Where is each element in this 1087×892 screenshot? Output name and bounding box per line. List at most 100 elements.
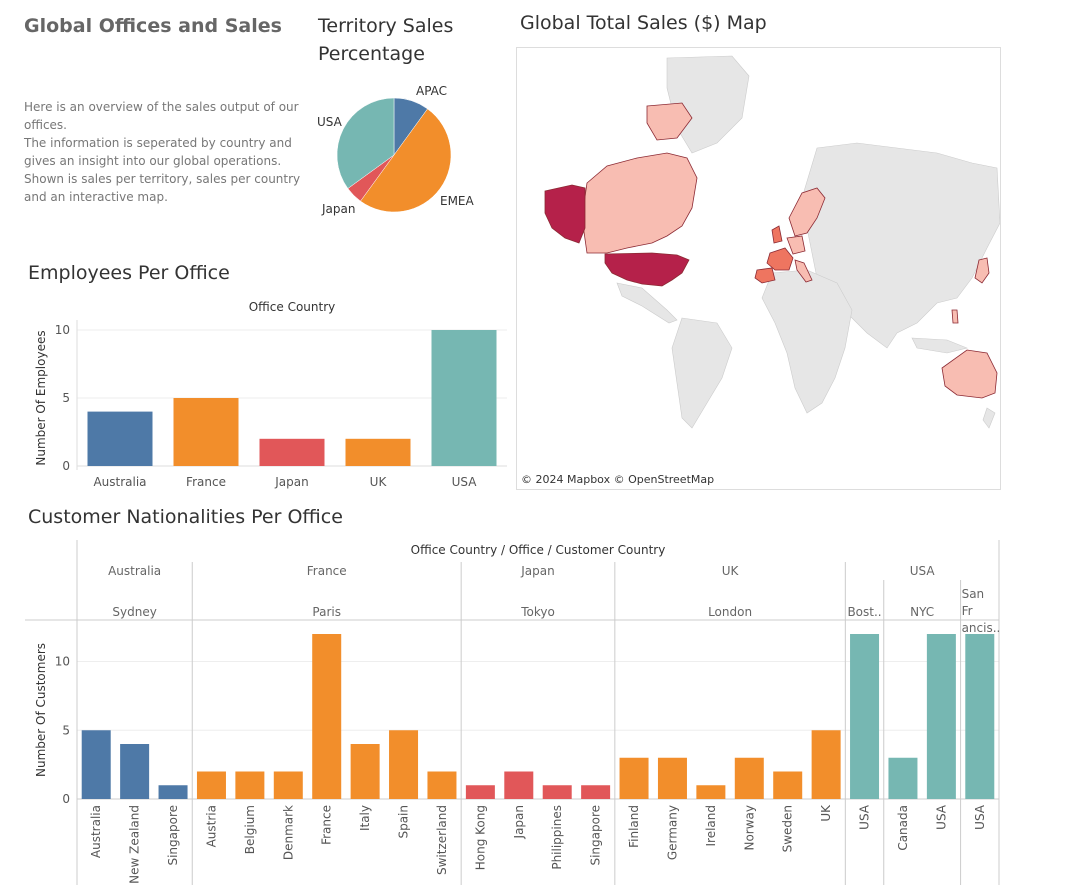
map-land-indonesia xyxy=(911,337,968,354)
customers-bar[interactable] xyxy=(696,785,726,799)
customers-x-tick: Norway xyxy=(742,805,756,851)
customers-office-header: NYC xyxy=(910,605,934,619)
employees-x-tick: France xyxy=(186,475,226,489)
intro-line: and an interactive map. xyxy=(24,190,168,204)
customers-office-header: London xyxy=(708,605,752,619)
employees-x-tick: Australia xyxy=(93,475,146,489)
pie-title-line: Territory Sales xyxy=(318,15,454,37)
customers-bar[interactable] xyxy=(350,744,380,799)
customers-bar[interactable] xyxy=(158,785,188,799)
customers-office-header: ancis.. xyxy=(962,621,1001,635)
customers-bar[interactable] xyxy=(312,634,342,799)
customers-x-tick: Denmark xyxy=(281,805,295,860)
intro-line: gives an insight into our global operati… xyxy=(24,154,282,168)
customers-x-tick: Sweden xyxy=(781,805,795,852)
customers-bar[interactable] xyxy=(465,785,495,799)
map-country-france[interactable] xyxy=(766,247,794,271)
intro-line: The information is seperated by country … xyxy=(24,136,292,150)
customers-office-header: Bost.. xyxy=(847,605,881,619)
customers-office-header: San xyxy=(962,587,985,601)
customers-bar[interactable] xyxy=(581,785,611,799)
map-country-uk[interactable] xyxy=(771,225,783,244)
employees-bar-australia[interactable] xyxy=(87,411,153,466)
customers-bar[interactable] xyxy=(120,744,150,799)
pie-slice-emea[interactable] xyxy=(360,108,452,213)
customers-bar[interactable] xyxy=(504,771,534,800)
world-map[interactable] xyxy=(517,48,1000,489)
intro-text: Here is an overview of the sales output … xyxy=(24,98,301,206)
customers-office-header: Tokyo xyxy=(520,605,555,619)
customers-bar-chart[interactable]: Office Country / Office / Customer Count… xyxy=(0,530,1010,885)
employees-x-tick: USA xyxy=(452,475,478,489)
customers-bar[interactable] xyxy=(273,771,303,800)
customers-bar[interactable] xyxy=(542,785,572,799)
map-country-japan[interactable] xyxy=(974,257,990,284)
map-country-usa[interactable] xyxy=(604,252,690,287)
customers-office-header: Fr xyxy=(962,604,973,618)
pie-slice-usa[interactable] xyxy=(336,97,395,189)
map-country-spain[interactable] xyxy=(754,267,776,284)
customers-bar[interactable] xyxy=(850,634,880,799)
map-country-nordics[interactable] xyxy=(788,187,826,237)
sales-map[interactable]: © 2024 Mapbox © OpenStreetMap xyxy=(516,47,1001,490)
customers-bar[interactable] xyxy=(427,771,457,800)
customers-bar[interactable] xyxy=(734,757,764,799)
map-land-eurasia xyxy=(801,142,1000,349)
customers-country-header: USA xyxy=(910,564,936,578)
customers-bar[interactable] xyxy=(196,771,226,800)
customers-x-tick: Switzerland xyxy=(435,805,449,875)
customers-x-tick: Australia xyxy=(89,805,103,858)
customers-bar[interactable] xyxy=(235,771,265,800)
pie-label-japan: Japan xyxy=(321,202,355,216)
intro-line: Here is an overview of the sales output … xyxy=(24,100,299,114)
customers-y-tick: 10 xyxy=(55,655,70,669)
employees-bar-uk[interactable] xyxy=(345,438,411,466)
employees-y-tick: 10 xyxy=(55,323,70,337)
employees-bar-france[interactable] xyxy=(173,398,239,466)
intro-line: Shown is sales per territory, sales per … xyxy=(24,172,301,186)
customers-x-tick: New Zealand xyxy=(128,805,142,884)
map-country-australia[interactable] xyxy=(941,349,998,399)
customers-x-tick: Austria xyxy=(204,805,218,847)
employees-x-tick: UK xyxy=(370,475,388,489)
customers-x-tick: Germany xyxy=(665,805,679,860)
customers-bar[interactable] xyxy=(81,730,111,799)
map-country-alaska[interactable] xyxy=(544,184,586,244)
map-country-italy[interactable] xyxy=(794,259,813,283)
territory-pie-chart[interactable]: APAC EMEA Japan USA xyxy=(300,75,500,225)
customers-office-header: Sydney xyxy=(112,605,156,619)
dashboard-title: Global Offices and Sales xyxy=(24,15,282,37)
map-attribution[interactable]: © 2024 Mapbox © OpenStreetMap xyxy=(521,473,715,486)
customers-x-tick: USA xyxy=(934,804,948,830)
map-country-germany[interactable] xyxy=(786,235,806,255)
customers-country-header: Australia xyxy=(108,564,161,578)
map-country-canada[interactable] xyxy=(581,152,698,254)
customers-x-tick: Hong Kong xyxy=(473,805,487,870)
customers-bar[interactable] xyxy=(965,634,995,799)
customers-bar[interactable] xyxy=(389,730,419,799)
map-land-south-america xyxy=(671,317,733,429)
customers-x-tick: Italy xyxy=(358,805,372,831)
customers-x-tick: Ireland xyxy=(704,805,718,847)
employees-bar-chart[interactable]: Office Country 0 5 10 Number Of Employees Aus… xyxy=(0,290,515,495)
customers-bar[interactable] xyxy=(657,757,687,799)
map-country-philippines[interactable] xyxy=(951,309,959,324)
customers-x-tick: Japan xyxy=(512,805,526,839)
customers-bar[interactable] xyxy=(811,730,841,799)
customers-x-tick: Spain xyxy=(397,805,411,839)
employees-title: Employees Per Office xyxy=(28,262,230,284)
map-land-greenland-shape xyxy=(666,55,750,154)
customers-x-tick: Finland xyxy=(627,805,641,848)
customers-bar[interactable] xyxy=(888,757,918,799)
customers-bar[interactable] xyxy=(773,771,803,800)
employees-y-label: Number Of Employees xyxy=(34,330,48,465)
employees-bar-usa[interactable] xyxy=(431,330,497,466)
customers-country-header: France xyxy=(307,564,347,578)
customers-y-tick: 5 xyxy=(62,723,70,737)
map-country-greenland-top[interactable] xyxy=(646,102,693,141)
customers-bar[interactable] xyxy=(926,634,956,799)
employees-y-tick: 0 xyxy=(62,459,70,473)
employees-bar-japan[interactable] xyxy=(259,438,325,466)
customers-office-header: Paris xyxy=(312,605,341,619)
customers-bar[interactable] xyxy=(619,757,649,799)
